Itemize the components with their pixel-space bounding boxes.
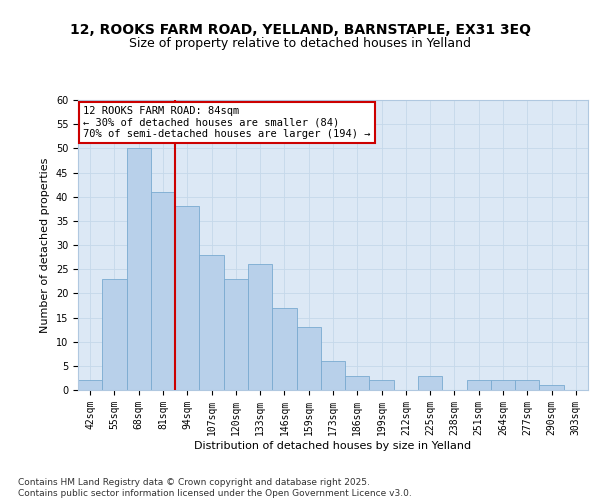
Y-axis label: Number of detached properties: Number of detached properties — [40, 158, 50, 332]
Bar — [127, 148, 151, 390]
Bar — [321, 361, 345, 390]
Bar — [175, 206, 199, 390]
Text: 12 ROOKS FARM ROAD: 84sqm
← 30% of detached houses are smaller (84)
70% of semi-: 12 ROOKS FARM ROAD: 84sqm ← 30% of detac… — [83, 106, 371, 139]
Bar — [467, 380, 491, 390]
Bar — [296, 327, 321, 390]
Text: Contains HM Land Registry data © Crown copyright and database right 2025.
Contai: Contains HM Land Registry data © Crown c… — [18, 478, 412, 498]
Bar — [272, 308, 296, 390]
Bar — [224, 279, 248, 390]
Bar — [418, 376, 442, 390]
Bar — [102, 279, 127, 390]
Text: Size of property relative to detached houses in Yelland: Size of property relative to detached ho… — [129, 38, 471, 51]
Bar — [539, 385, 564, 390]
Text: 12, ROOKS FARM ROAD, YELLAND, BARNSTAPLE, EX31 3EQ: 12, ROOKS FARM ROAD, YELLAND, BARNSTAPLE… — [70, 22, 530, 36]
Bar — [515, 380, 539, 390]
Bar — [199, 254, 224, 390]
X-axis label: Distribution of detached houses by size in Yelland: Distribution of detached houses by size … — [194, 440, 472, 450]
Bar — [151, 192, 175, 390]
Bar — [370, 380, 394, 390]
Bar — [248, 264, 272, 390]
Bar — [78, 380, 102, 390]
Bar — [491, 380, 515, 390]
Bar — [345, 376, 370, 390]
